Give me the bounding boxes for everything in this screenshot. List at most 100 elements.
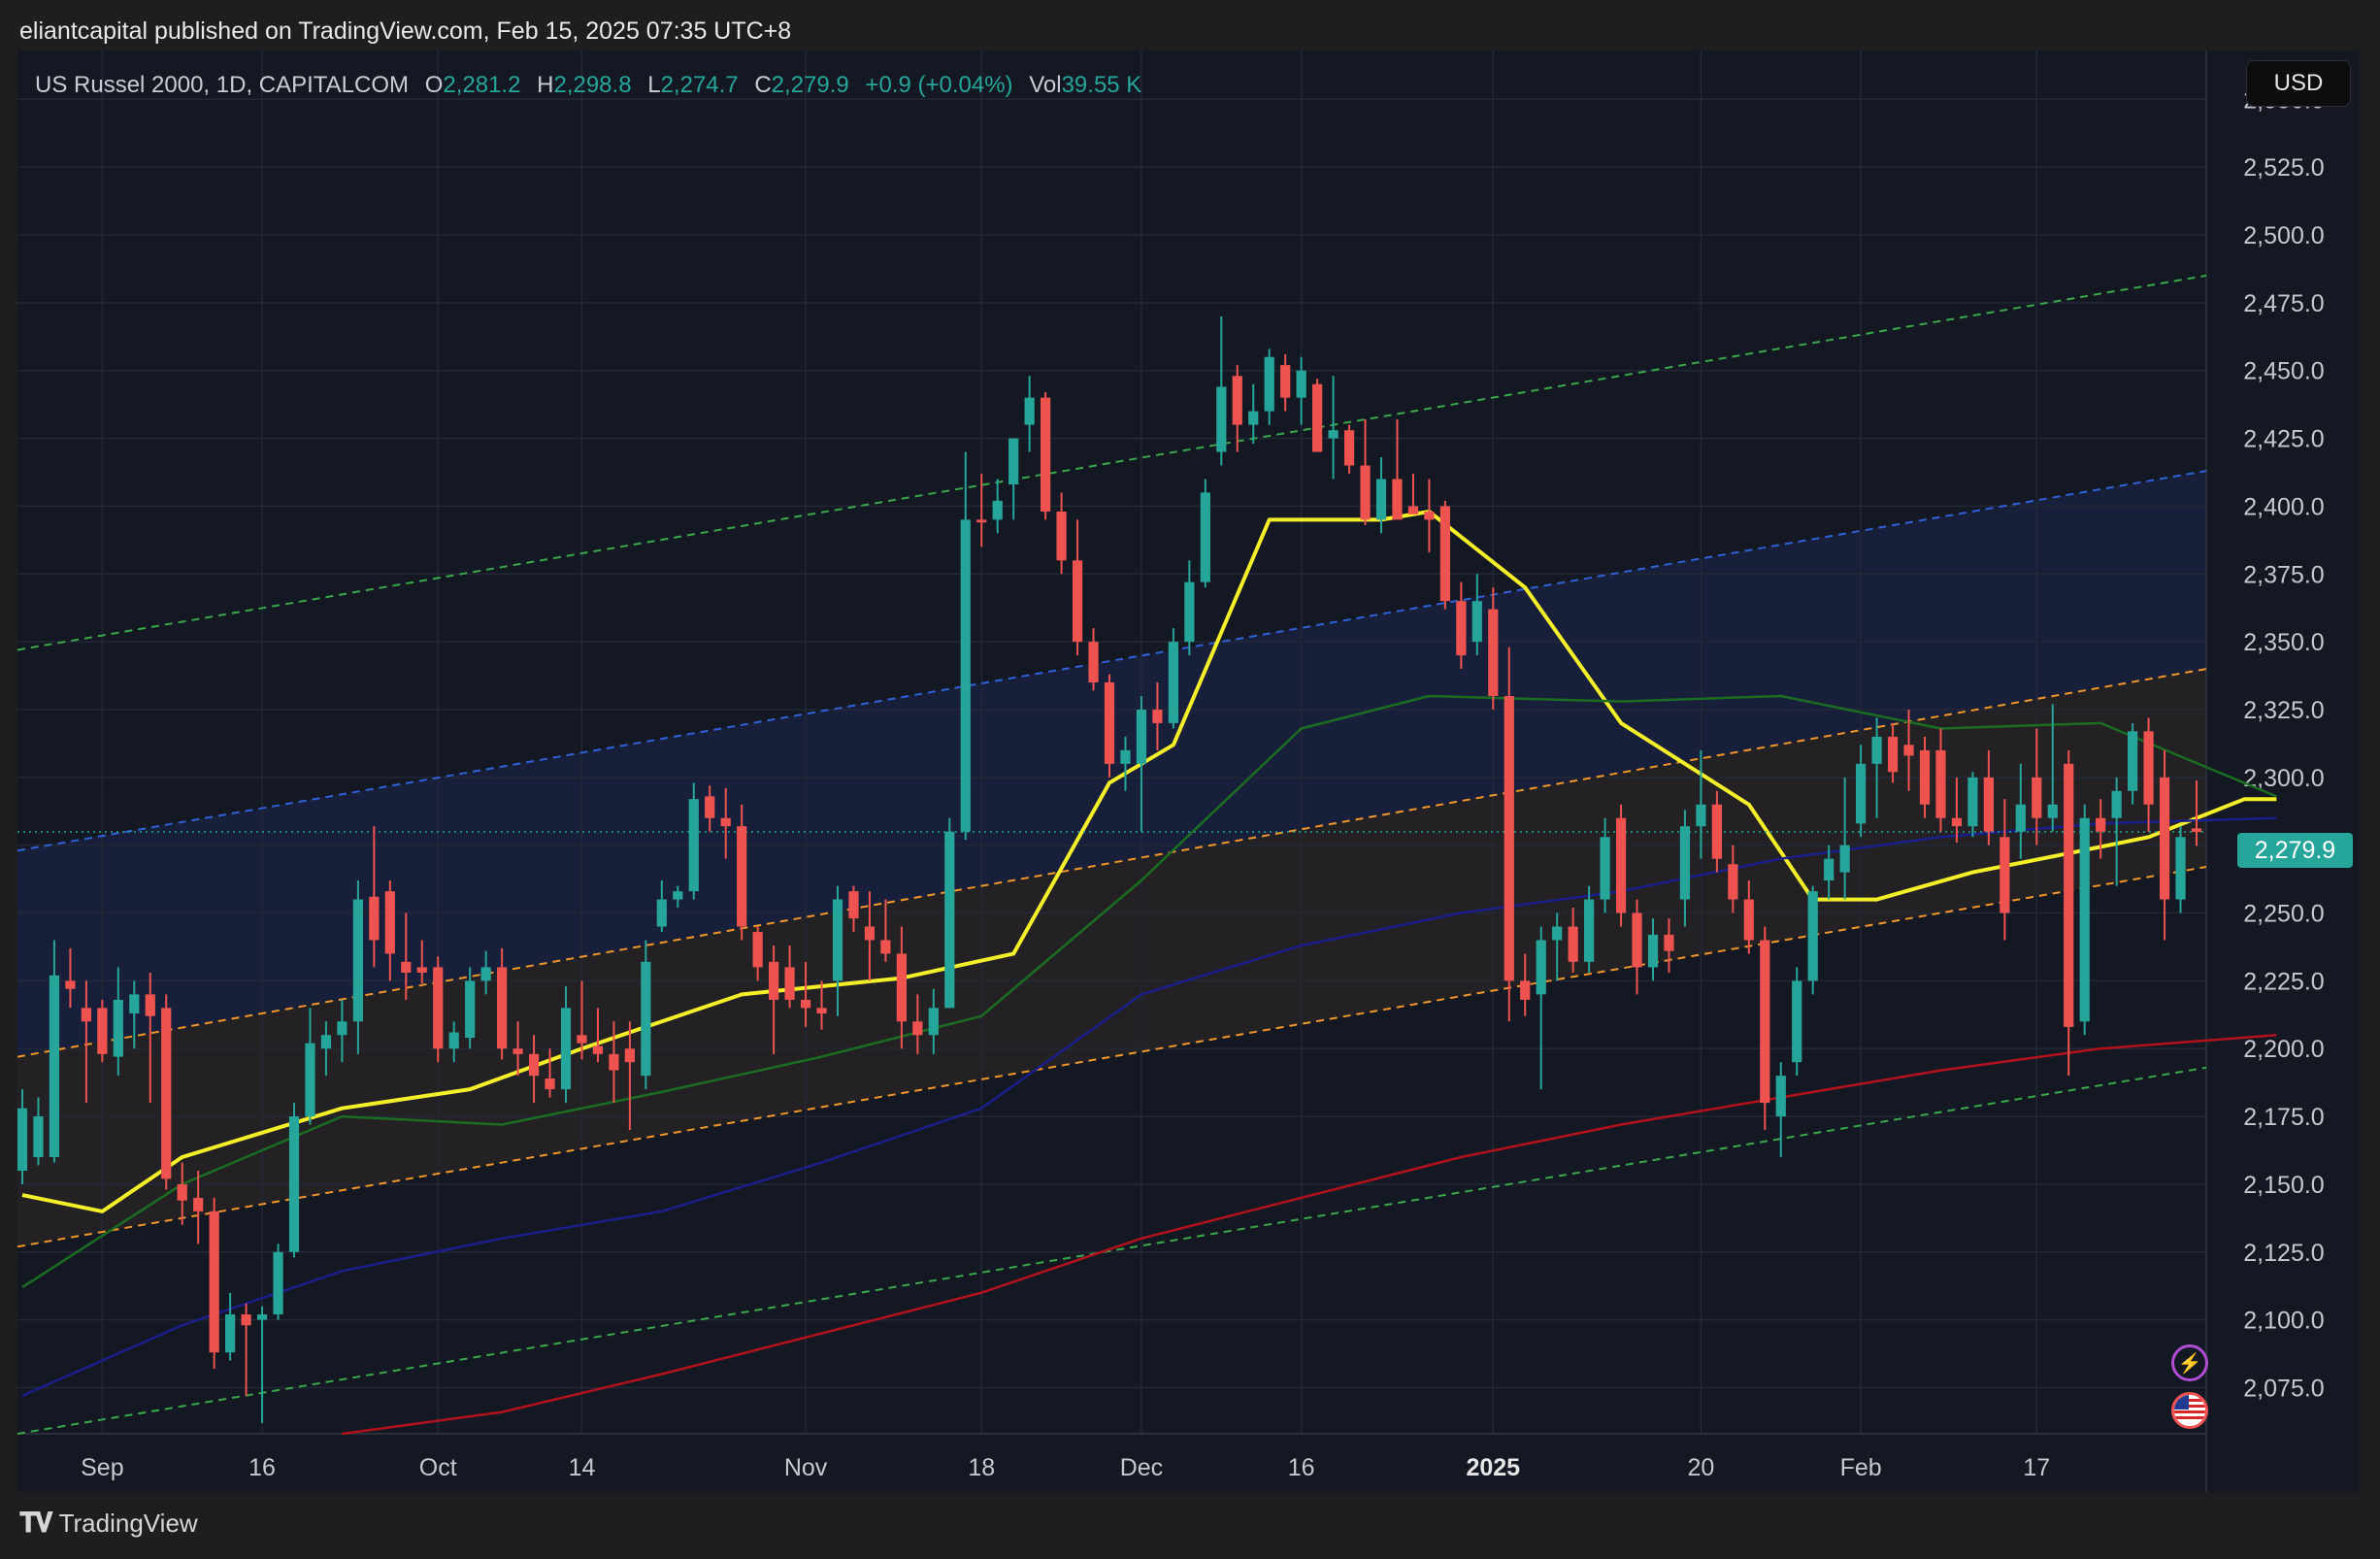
candle-body: [305, 1043, 315, 1117]
volume-label: Vol: [1029, 72, 1062, 98]
candle-body: [592, 1045, 604, 1054]
candle-body: [145, 994, 155, 1016]
candle-body: [880, 940, 891, 954]
candle-body: [401, 961, 412, 973]
y-tick-label: 2,100.0: [2243, 1308, 2324, 1335]
candle-body: [1056, 512, 1067, 561]
candle-body: [1887, 736, 1899, 773]
candle-body: [1152, 709, 1163, 723]
candle-body: [545, 1078, 555, 1090]
moving-average-line: [21, 510, 2277, 1213]
channel-line: [17, 1066, 2207, 1435]
candle-body: [1536, 940, 1546, 995]
candle-body: [1136, 709, 1147, 764]
candle-body: [1280, 365, 1291, 398]
candle-body: [1632, 912, 1642, 968]
x-tick-label: 20: [1688, 1454, 1715, 1481]
candle-body: [1839, 845, 1850, 873]
change-value: +0.9 (+0.04%): [865, 72, 1013, 98]
candle-body: [1072, 560, 1083, 643]
candle-body: [1856, 763, 1867, 824]
candle-body: [1360, 465, 1371, 520]
candle-body: [1456, 601, 1467, 656]
candle-body: [1664, 934, 1674, 951]
candle-body: [1296, 370, 1306, 398]
candle-body: [1743, 899, 1754, 941]
brand-name: TradingView: [58, 1509, 198, 1538]
candle-body: [769, 961, 779, 1000]
candle-body: [928, 1008, 939, 1036]
candle-body: [1983, 777, 1994, 832]
candle-body: [1232, 376, 1242, 425]
candle-body: [497, 967, 508, 1049]
candle-body: [369, 896, 380, 941]
candle-body: [560, 1008, 572, 1090]
y-tick-label: 2,225.0: [2243, 968, 2324, 995]
candle-body: [1584, 899, 1595, 962]
y-tick-label: 2,250.0: [2243, 901, 2324, 928]
candle-body: [1807, 891, 1818, 981]
candle-body: [2000, 837, 2010, 913]
candle-body: [1216, 386, 1227, 452]
candle-body: [1392, 479, 1403, 520]
candle-body: [1552, 926, 1563, 941]
y-tick-label: 2,450.0: [2243, 358, 2324, 385]
candle-body: [1568, 926, 1578, 962]
candle-body: [2175, 837, 2186, 900]
candle-body: [1184, 581, 1195, 643]
candle-body: [1104, 682, 1115, 764]
candle-body: [193, 1197, 204, 1211]
candle-body: [2079, 817, 2090, 1022]
tradingview-logo[interactable]: 𝐓𝐕 TradingView: [19, 1508, 198, 1540]
chart-frame[interactable]: 2,075.0 2,100.0 2,125.0 2,150.0 2,175.0 2,200…: [17, 50, 2360, 1492]
open-label: O: [424, 72, 444, 98]
x-tick-label: Feb: [1840, 1454, 1882, 1481]
candle-body: [161, 1008, 172, 1179]
x-tick-label: 16: [1288, 1454, 1315, 1481]
y-tick-label: 2,125.0: [2243, 1240, 2324, 1267]
candle-body: [448, 1032, 459, 1049]
candle-body: [209, 1211, 219, 1353]
symbol-name: US Russel 2000, 1D, CAPITALCOM: [35, 72, 410, 98]
low-label: L: [647, 72, 661, 98]
candle-body: [848, 891, 859, 919]
candle-body: [896, 953, 907, 1022]
candle-body: [1679, 826, 1691, 900]
candle-body: [912, 1021, 923, 1036]
candle-body: [992, 500, 1003, 520]
moving-average-line: [342, 1034, 2277, 1436]
candle-body: [129, 994, 140, 1013]
candle-body: [1792, 980, 1802, 1063]
currency-button[interactable]: USD: [2246, 60, 2351, 107]
candle-body: [1375, 479, 1387, 520]
candle-body: [752, 932, 763, 968]
candle-body: [1343, 430, 1355, 466]
candle-body: [177, 1183, 187, 1201]
last-price-label: 2,279.9: [2237, 833, 2353, 868]
x-tick-label: 14: [569, 1454, 596, 1481]
candle-body: [225, 1314, 236, 1353]
candle-body: [624, 1048, 635, 1063]
candle-body: [688, 799, 699, 892]
price-chart[interactable]: 2,075.0 2,100.0 2,125.0 2,150.0 2,175.0 2,200…: [17, 50, 2360, 1492]
candle-body: [528, 1053, 540, 1077]
y-tick-label: 2,075.0: [2243, 1376, 2324, 1403]
ohlc-legend: US Russel 2000, 1D, CAPITALCOM O2,281.2 …: [35, 72, 1141, 99]
candle-body: [2032, 777, 2042, 818]
candle-body: [1504, 696, 1514, 981]
candle-body: [65, 980, 76, 989]
candle-body: [1264, 356, 1274, 412]
candle-body: [2143, 731, 2154, 805]
low-value: 2,274.7: [660, 72, 739, 98]
candle-body: [17, 1108, 28, 1171]
close-value: 2,279.9: [771, 72, 849, 98]
lightning-icon[interactable]: ⚡: [2171, 1344, 2208, 1381]
candle-body: [1248, 411, 1259, 425]
candle-body: [1600, 837, 1610, 900]
y-tick-label: 2,500.0: [2243, 222, 2324, 249]
candle-body: [705, 796, 715, 818]
us-flag-icon[interactable]: [2171, 1392, 2208, 1429]
x-tick-label: 18: [968, 1454, 995, 1481]
candle-body: [2096, 817, 2106, 832]
candle-body: [656, 899, 667, 927]
